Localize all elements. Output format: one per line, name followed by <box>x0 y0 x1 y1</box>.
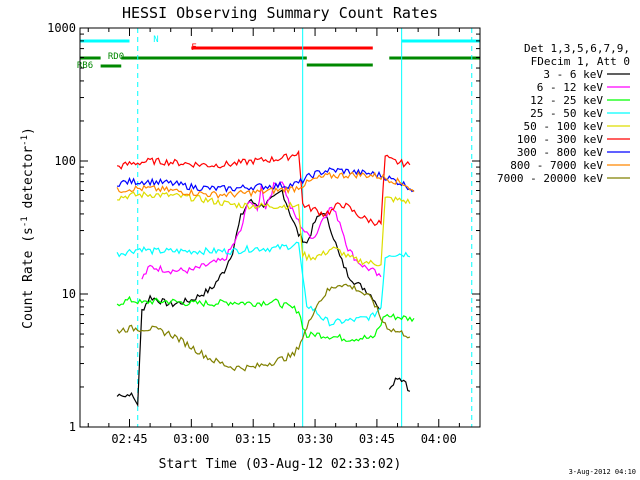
legend-label-7000-20000-kev: 7000 - 20000 keV <box>497 172 603 185</box>
generated-timestamp: 3-Aug-2012 04:10 <box>569 468 636 476</box>
chart-title: HESSI Observing Summary Count Rates <box>122 4 438 22</box>
legend-label-12-25-kev: 12 - 25 keV <box>530 94 603 107</box>
x-tick-label: 02:45 <box>111 432 147 446</box>
x-axis-label: Start Time (03-Aug-12 02:33:02) <box>159 457 402 472</box>
y-tick-label: 10 <box>62 287 76 301</box>
x-tick-label: 03:15 <box>235 432 271 446</box>
series-line-800-7000-kev <box>116 171 415 200</box>
legend-label-100-300-kev: 100 - 300 keV <box>517 133 603 146</box>
x-tick-label: 03:00 <box>173 432 209 446</box>
legend-header-line-1: Det 1,3,5,6,7,9, <box>524 42 630 55</box>
legend-label-3-6-kev: 3 - 6 keV <box>543 68 603 81</box>
legend-label-800-7000-kev: 800 - 7000 keV <box>510 159 603 172</box>
instrument-flags: N F RD0 RB6 <box>77 35 480 71</box>
series-line-3-6-kev <box>116 189 411 408</box>
series-line-6-12-kev <box>141 181 382 280</box>
legend-header-line-2: FDecim 1, Att 0 <box>531 55 630 68</box>
plot-frame <box>79 27 481 428</box>
flag-label-rd0: RD0 <box>108 52 124 62</box>
y-tick-label: 100 <box>54 154 76 168</box>
flag-label-f: F <box>191 43 196 53</box>
flag-label-rb6: RB6 <box>77 61 93 71</box>
y-axis: 1 10 100 1000 <box>47 21 480 434</box>
x-tick-label: 03:45 <box>359 432 395 446</box>
series-line-300-800-kev <box>117 167 415 193</box>
flag-label-n: N <box>153 35 158 45</box>
x-tick-label: 03:30 <box>297 432 333 446</box>
legend-label-25-50-kev: 25 - 50 keV <box>530 107 603 120</box>
legend-label-6-12-kev: 6 - 12 keV <box>537 81 604 94</box>
legend-label-50-100-kev: 50 - 100 keV <box>524 120 604 133</box>
series-line-100-300-kev <box>116 149 411 227</box>
y-axis-label: Count Rate (s-1 detector-1) <box>20 127 36 329</box>
series-line-7000-20000-kev <box>116 283 411 372</box>
x-axis: 02:45 03:00 03:15 03:30 03:45 04:00 <box>87 28 481 446</box>
series-lines <box>116 149 415 408</box>
x-tick-label: 04:00 <box>421 432 457 446</box>
series-line-50-100-kev <box>117 190 411 267</box>
y-tick-label: 1000 <box>47 21 76 35</box>
series-line-12-25-kev <box>116 295 415 342</box>
y-tick-label: 1 <box>69 420 76 434</box>
legend: Det 1,3,5,6,7,9, FDecim 1, Att 0 3 - 6 k… <box>497 42 630 185</box>
legend-label-300-800-kev: 300 - 800 keV <box>517 146 603 159</box>
series-line-25-50-kev <box>116 241 411 327</box>
